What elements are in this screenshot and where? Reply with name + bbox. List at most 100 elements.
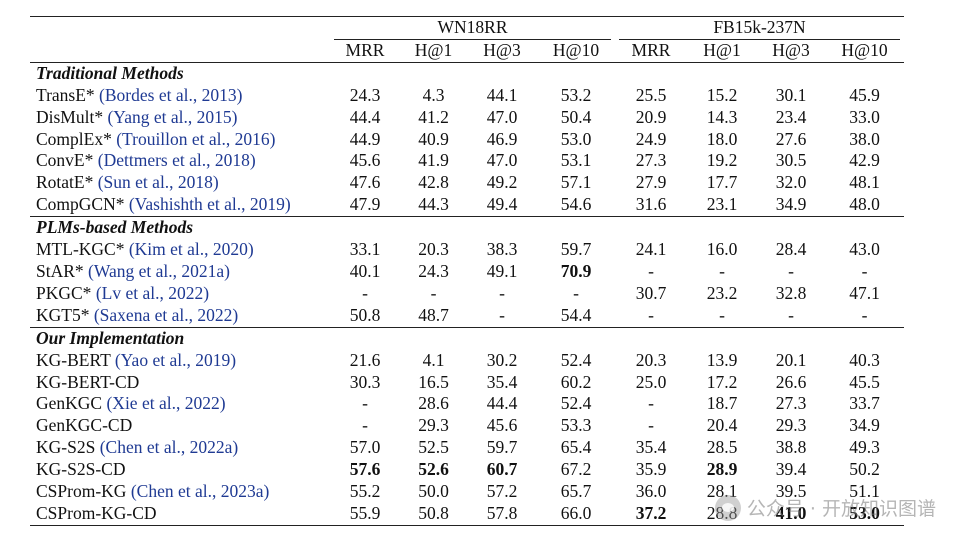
metric-value-cell: 57.0	[330, 437, 400, 459]
citation-link[interactable]: (Chen et al., 2023a)	[130, 481, 270, 502]
metric-value: 24.3	[349, 84, 381, 105]
metric-value-cell: 17.7	[687, 172, 757, 194]
metric-value-cell: 37.2	[615, 502, 687, 526]
method-name: ComplEx*	[36, 128, 112, 149]
metric-value: 34.9	[775, 194, 807, 215]
metric-value: -	[648, 415, 654, 436]
method-cell: CSProm-KG (Chen et al., 2023a)	[30, 481, 330, 503]
citation-link[interactable]: (Yang et al., 2015)	[107, 106, 238, 127]
metric-value: 45.6	[486, 415, 518, 436]
metric-value-cell: 52.4	[537, 350, 615, 372]
metric-value: 50.8	[349, 304, 381, 325]
metric-value-cell: 43.0	[825, 239, 904, 261]
metric-value: 18.7	[706, 393, 738, 414]
table-row: ConvE* (Dettmers et al., 2018) 45.6 41.9 47…	[30, 150, 904, 172]
metric-value-cell: -	[615, 393, 687, 415]
metric-value: -	[648, 393, 654, 414]
citation-link[interactable]: (Trouillon et al., 2016)	[116, 128, 276, 149]
citation-link[interactable]: (Chen et al., 2022a)	[99, 437, 239, 458]
metric-value-cell: 4.1	[400, 350, 467, 372]
method-cell: CSProm-KG-CD	[30, 502, 330, 526]
table-row: RotatE* (Sun et al., 2018) 47.6 42.8 49.2 57…	[30, 172, 904, 194]
metric-value-cell: 39.4	[757, 459, 825, 481]
metric-value-cell: -	[825, 305, 904, 327]
metric-value: 26.6	[775, 371, 807, 392]
metric-value: -	[499, 282, 505, 303]
metric-value: 52.4	[560, 349, 592, 370]
metric-value: 48.7	[418, 304, 449, 325]
metric-value-cell: -	[687, 261, 757, 283]
metric-value: -	[362, 282, 368, 303]
metric-value-cell: 42.8	[400, 172, 467, 194]
metric-value: 47.9	[349, 194, 381, 215]
metric-value-cell: 45.6	[467, 415, 537, 437]
metric-value-cell: 32.8	[757, 283, 825, 305]
metric-value-cell: 29.3	[400, 415, 467, 437]
citation-link[interactable]: (Dettmers et al., 2018)	[97, 150, 256, 171]
best-value: 37.2	[635, 502, 667, 523]
citation-link[interactable]: (Wang et al., 2021a)	[88, 260, 230, 281]
watermark: 公众号 · 开放知识图谱	[714, 494, 936, 521]
metric-value: 44.4	[486, 393, 518, 414]
metric-value-cell: 53.3	[537, 415, 615, 437]
metric-value: 20.1	[775, 349, 807, 370]
section-title: PLMs-based Methods	[30, 216, 904, 240]
method-cell: StAR* (Wang et al., 2021a)	[30, 261, 330, 283]
citation-link[interactable]: (Sun et al., 2018)	[97, 172, 219, 193]
metric-value-cell: 50.2	[825, 459, 904, 481]
method-cell: MTL-KGC* (Kim et al., 2020)	[30, 239, 330, 261]
metric-value: 52.5	[418, 437, 449, 458]
citation-link[interactable]: (Saxena et al., 2022)	[93, 304, 239, 325]
header-empty-cell	[30, 39, 330, 63]
metric-value-cell: 13.9	[687, 350, 757, 372]
metric-value-cell: 41.0	[757, 502, 825, 526]
metric-value: 39.5	[775, 481, 807, 502]
metric-header: MRR	[330, 39, 400, 63]
metric-value: 31.6	[635, 194, 667, 215]
metric-value-cell: 38.0	[825, 129, 904, 151]
citation-link[interactable]: (Kim et al., 2020)	[128, 239, 254, 260]
metric-value: -	[362, 415, 368, 436]
metric-header: H@1	[400, 39, 467, 63]
metric-value: 48.0	[849, 194, 880, 215]
method-cell: DisMult* (Yang et al., 2015)	[30, 107, 330, 129]
metric-header: H@3	[757, 39, 825, 63]
metric-value: 32.8	[775, 282, 807, 303]
metric-value: 65.7	[560, 481, 592, 502]
metric-value-cell: 20.1	[757, 350, 825, 372]
metric-value: 57.2	[486, 481, 518, 502]
metric-value-cell: 52.6	[400, 459, 467, 481]
group-header-wn18rr: WN18RR	[330, 15, 615, 40]
citation-link[interactable]: (Lv et al., 2022)	[95, 282, 210, 303]
metric-value-cell: 57.6	[330, 459, 400, 481]
metric-value: 50.4	[560, 106, 592, 127]
section-header-row: PLMs-based Methods	[30, 216, 904, 240]
metric-value-cell: 33.7	[825, 393, 904, 415]
citation-link[interactable]: (Bordes et al., 2013)	[99, 84, 243, 105]
citation-link[interactable]: (Vashishth et al., 2019)	[128, 194, 291, 215]
metric-value-cell: 48.7	[400, 305, 467, 327]
metric-value-cell: 27.6	[757, 129, 825, 151]
metric-value: -	[648, 304, 654, 325]
method-cell: GenKGC-CD	[30, 415, 330, 437]
metric-value-cell: 15.2	[687, 85, 757, 107]
metric-value: 42.8	[418, 172, 449, 193]
metric-value: 59.7	[486, 437, 518, 458]
method-cell: PKGC* (Lv et al., 2022)	[30, 283, 330, 305]
metric-value: 30.3	[349, 371, 381, 392]
metric-value: 20.9	[635, 106, 667, 127]
metric-value: 47.0	[486, 150, 518, 171]
metric-value-cell: 36.0	[615, 481, 687, 503]
metric-value: -	[719, 260, 725, 281]
citation-link[interactable]: (Xie et al., 2022)	[106, 393, 226, 414]
citation-link[interactable]: (Yao et al., 2019)	[114, 349, 237, 370]
metric-value-cell: 48.1	[825, 172, 904, 194]
metric-value: 47.1	[849, 282, 880, 303]
metric-value-cell: 44.1	[467, 85, 537, 107]
metric-value-cell: 25.5	[615, 85, 687, 107]
metric-value: -	[788, 260, 794, 281]
metric-value-cell: 47.0	[467, 107, 537, 129]
metric-value: 48.1	[849, 172, 880, 193]
metric-value-cell: 29.3	[757, 415, 825, 437]
metric-value-cell: 23.1	[687, 194, 757, 216]
